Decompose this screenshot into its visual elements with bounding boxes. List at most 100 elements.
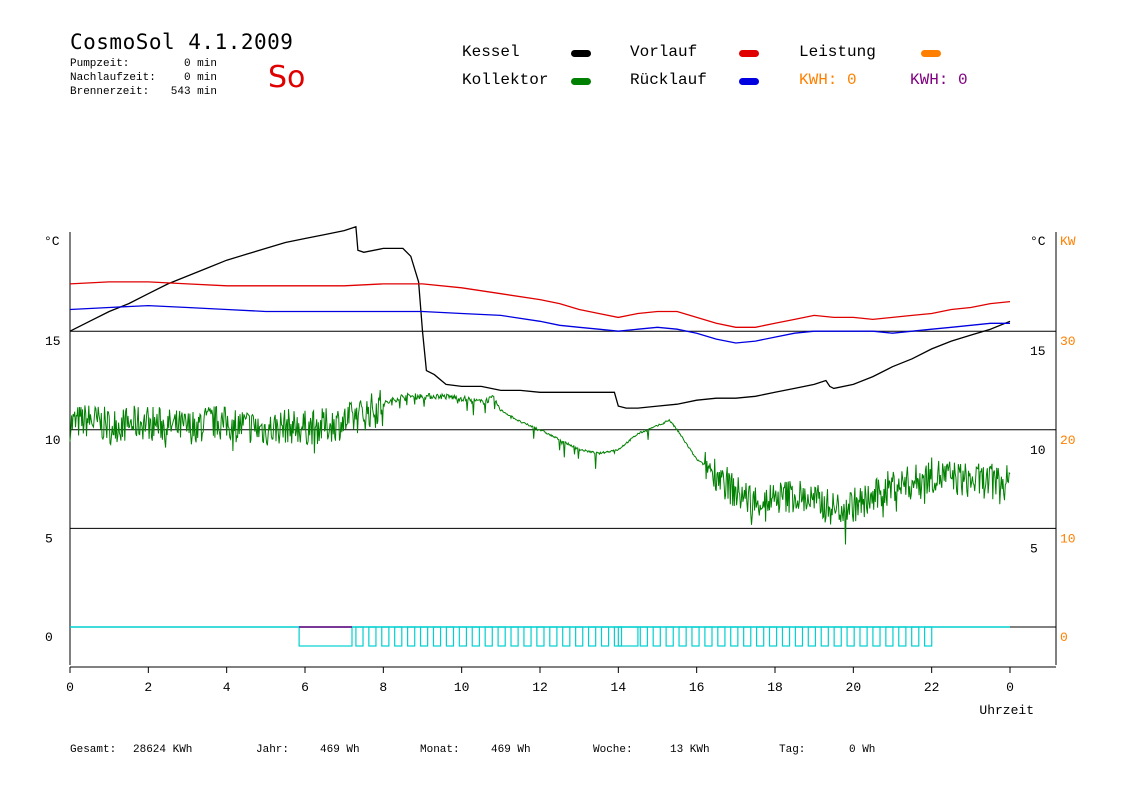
x-tick-label: 20 [846, 680, 862, 695]
pump-pulse [613, 626, 623, 647]
pump-pulse [549, 626, 558, 647]
pump-pulse [497, 626, 506, 647]
pump-pulse [536, 626, 545, 647]
footer-week-value: 13 KWh [670, 744, 710, 756]
overrun-time-label: Nachlaufzeit: [70, 72, 156, 84]
pump-pulse [872, 626, 881, 647]
footer-total-value: 28624 KWh [133, 744, 193, 756]
pump-pulse [368, 626, 377, 647]
x-tick-label: 10 [454, 680, 470, 695]
y-axis-right-unit: °C [1030, 234, 1046, 249]
pump-pulse [652, 626, 661, 647]
overrun-time-value: 0 min [183, 72, 217, 84]
x-tick-label: 6 [301, 680, 309, 695]
power-axis-unit: KW [1060, 234, 1076, 249]
pump-pulse [794, 626, 804, 647]
footer-day-value: 0 Wh [849, 744, 876, 756]
legend-label-kollektor: Kollektor [462, 71, 549, 89]
pump-pulse [523, 626, 532, 647]
pump-pulse [717, 626, 726, 647]
pump-pulse [355, 626, 364, 647]
footer-day-label: Tag: [779, 744, 806, 756]
footer-total-label: Gesamt: [70, 744, 117, 756]
pump-pulse [691, 626, 700, 647]
series-line-kollektor [69, 390, 1011, 545]
pump-pulse [885, 626, 894, 647]
legend-label-kessel: Kessel [462, 43, 520, 61]
pump-pulse [781, 626, 791, 647]
pump-pulse [510, 626, 519, 647]
footer-year-label: Jahr: [256, 744, 290, 756]
x-tick-label: 8 [379, 680, 387, 695]
legend-label-leistung: Leistung [799, 43, 876, 61]
pump-pulse [587, 626, 597, 647]
pump-pulse [458, 626, 468, 647]
weekday-label: So [268, 60, 306, 95]
pump-pulse [665, 626, 674, 647]
pump-pulse [898, 626, 907, 647]
pump-pulse [419, 626, 429, 647]
legend-swatch-ruecklauf [739, 78, 759, 85]
pump-pulse [471, 626, 480, 647]
pump-pulse [639, 626, 648, 647]
pump-pulse [381, 626, 390, 647]
legend-label-vorlauf: Vorlauf [630, 43, 698, 61]
legend-swatch-vorlauf [739, 50, 759, 57]
pump-time-value: 0 min [183, 58, 217, 70]
y-tick-left: 5 [45, 531, 53, 546]
y-tick-left: 0 [45, 630, 53, 645]
legend-label-ruecklauf: Rücklauf [630, 71, 707, 89]
y-tick-right: 5 [1030, 541, 1038, 556]
x-tick-label: 14 [611, 680, 627, 695]
pump-pulse [859, 626, 868, 647]
pump-pulse [562, 626, 571, 647]
series-line-kessel [69, 225, 1011, 409]
kwh-orange-readout: KWH: 0 [799, 71, 857, 89]
pump-time-label: Pumpzeit: [70, 58, 130, 70]
pump-pulse [768, 626, 778, 647]
pump-pulse [575, 626, 584, 647]
series-line-vorlauf [69, 281, 1011, 328]
legend-swatch-kessel [571, 50, 591, 57]
pump-pulse [807, 626, 817, 647]
power-tick: 10 [1060, 531, 1076, 546]
footer-week-label: Woche: [593, 744, 633, 756]
x-tick-label: 0 [1006, 680, 1014, 695]
pump-pulse [755, 626, 765, 647]
pump-pulse [445, 626, 455, 647]
x-axis-label: Uhrzeit [979, 703, 1034, 718]
y-axis-left-unit: °C [44, 234, 60, 249]
series-line-ruecklauf [69, 304, 1010, 344]
y-tick-left: 10 [45, 433, 61, 448]
x-tick-label: 12 [532, 680, 548, 695]
pump-block [617, 626, 639, 647]
pump-pulse [600, 626, 610, 647]
burner-time-value: 543 min [170, 86, 217, 98]
pump-pulse [407, 626, 416, 647]
pump-pulse [484, 626, 493, 647]
power-tick: 20 [1060, 433, 1076, 448]
pump-pulse [704, 626, 713, 647]
footer-year-value: 469 Wh [320, 744, 360, 756]
y-tick-left: 15 [45, 334, 61, 349]
kwh-purple-readout: KWH: 0 [910, 71, 968, 89]
pump-pulse [833, 626, 842, 647]
footer-month-label: Monat: [420, 744, 460, 756]
x-tick-label: 22 [924, 680, 940, 695]
power-tick: 30 [1060, 334, 1076, 349]
pump-pulse [678, 626, 687, 647]
app-title: CosmoSol 4.1.2009 [70, 30, 294, 54]
pump-pulse [820, 626, 829, 647]
legend-swatch-kollektor [571, 78, 591, 85]
pump-pulse [730, 626, 739, 647]
footer-month-value: 469 Wh [491, 744, 531, 756]
pump-pulse [846, 626, 855, 647]
y-tick-right: 15 [1030, 344, 1046, 359]
pump-pulse [743, 626, 752, 647]
power-tick: 0 [1060, 630, 1068, 645]
pump-pulse [911, 626, 920, 647]
x-tick-label: 4 [223, 680, 231, 695]
legend-swatch-leistung [921, 50, 941, 57]
x-tick-label: 18 [767, 680, 783, 695]
